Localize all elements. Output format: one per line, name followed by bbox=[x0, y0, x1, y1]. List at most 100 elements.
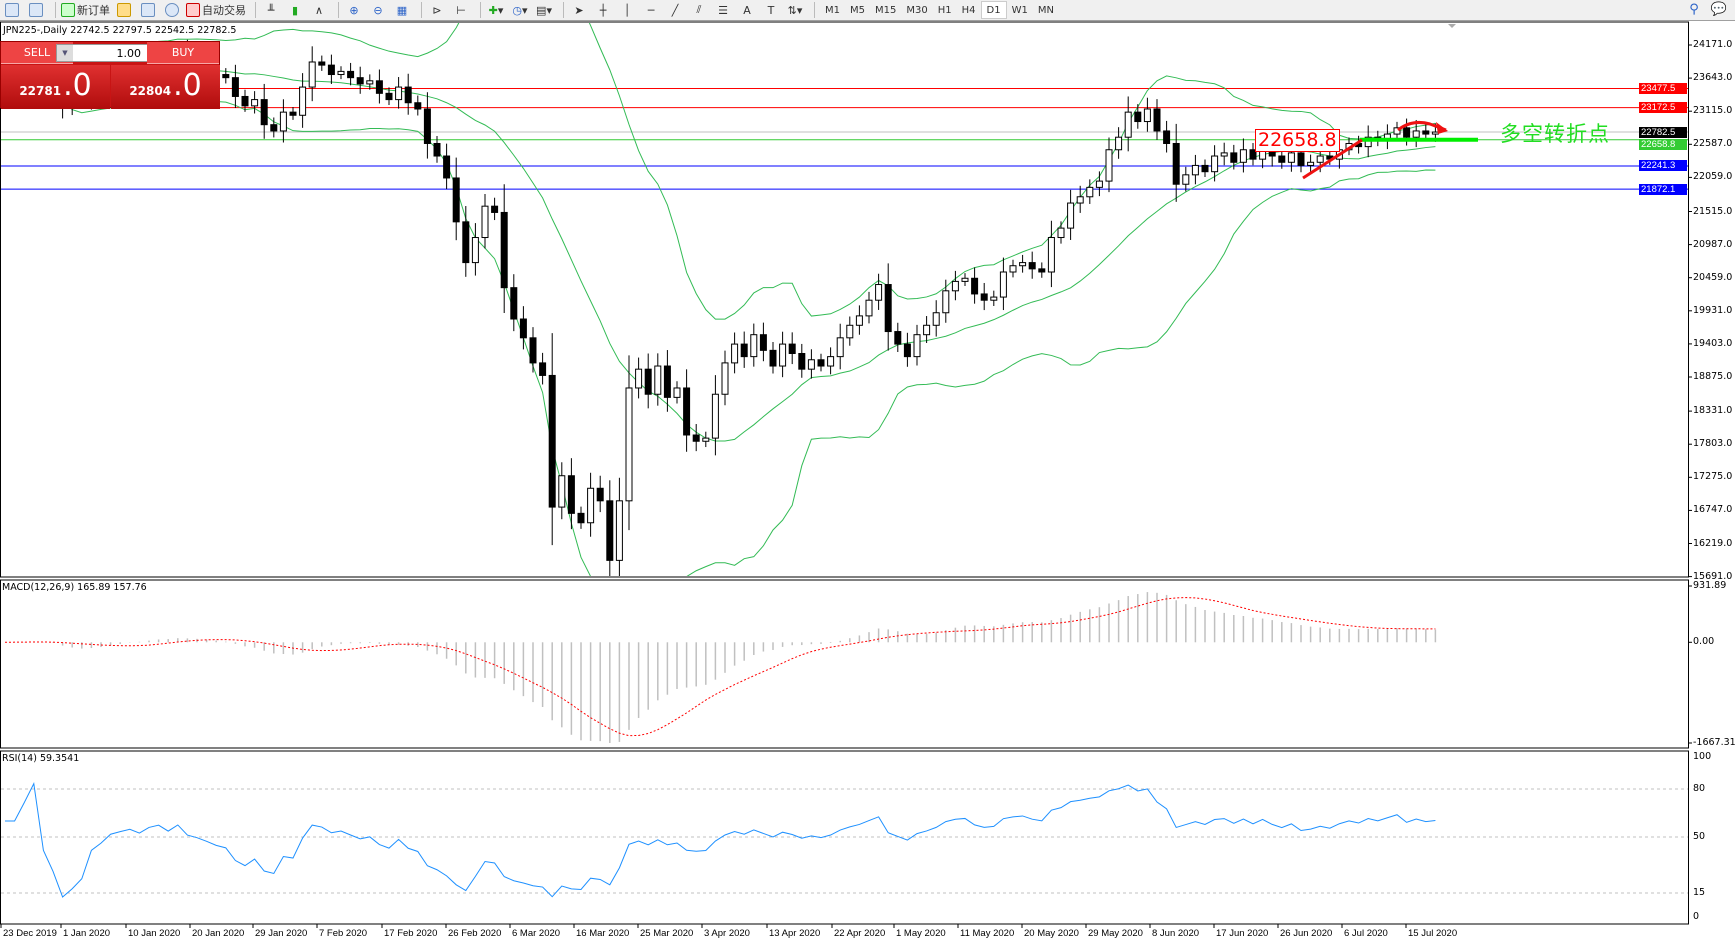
candle-body bbox=[414, 102, 422, 110]
tile-windows-button[interactable]: ▦ bbox=[392, 1, 412, 19]
candle bbox=[1124, 96, 1132, 152]
horizontal-line-button[interactable]: ─ bbox=[647, 3, 655, 17]
signals-button[interactable] bbox=[162, 1, 182, 19]
crosshair-button[interactable]: ┼ bbox=[593, 1, 613, 19]
candle-body bbox=[827, 356, 835, 367]
candle bbox=[1019, 254, 1027, 273]
arrowhead-icon bbox=[1436, 122, 1448, 134]
bar-chart-button[interactable]: ╨ bbox=[267, 3, 275, 17]
candle-body bbox=[692, 434, 700, 442]
date-axis-label: 11 May 2020 bbox=[960, 928, 1015, 939]
candle-body bbox=[1431, 131, 1439, 135]
search-icon[interactable]: ⚲ bbox=[1689, 2, 1699, 17]
candle-body bbox=[817, 359, 825, 367]
indicators-button[interactable]: ✚ ▾ bbox=[488, 3, 504, 17]
autoscroll-button[interactable]: ⊳ bbox=[432, 3, 442, 17]
candle bbox=[654, 353, 662, 406]
vertical-line-button[interactable]: │ bbox=[623, 3, 631, 17]
candle bbox=[1201, 159, 1209, 178]
candle bbox=[932, 300, 940, 337]
candle bbox=[855, 305, 863, 335]
bollinger-middle bbox=[4, 65, 1436, 442]
candle bbox=[913, 324, 921, 366]
candle-body bbox=[606, 500, 614, 561]
candlestick-button[interactable]: ▮ bbox=[291, 3, 299, 17]
chart-icon bbox=[5, 3, 19, 17]
chart-shift-button[interactable]: ⊢ bbox=[456, 3, 466, 17]
trendline-button[interactable]: ╱ bbox=[671, 3, 679, 17]
auto-trading-button[interactable]: 自动交易 bbox=[186, 1, 246, 19]
timeframe-w1[interactable]: W1 bbox=[1011, 4, 1028, 16]
timeframe-m5[interactable]: M5 bbox=[850, 4, 865, 16]
candle bbox=[961, 273, 969, 287]
terminal-button[interactable] bbox=[138, 1, 158, 19]
candle bbox=[1172, 123, 1180, 202]
divider bbox=[255, 2, 256, 18]
candle bbox=[990, 290, 998, 306]
date-axis-label: 20 May 2020 bbox=[1024, 928, 1079, 939]
zoom-out-button[interactable]: ⊖ bbox=[368, 1, 388, 19]
arrows-button[interactable]: ⇅▾ bbox=[787, 3, 803, 17]
candle-body bbox=[433, 142, 441, 157]
candle bbox=[711, 375, 719, 456]
candle bbox=[433, 135, 441, 163]
price-text-label[interactable]: 22658.8 bbox=[1255, 129, 1340, 152]
new-order-button[interactable]: 新订单 bbox=[61, 1, 110, 19]
cursor-button[interactable]: ➤ bbox=[569, 1, 589, 19]
text-button[interactable]: A bbox=[743, 3, 751, 17]
text-label-button[interactable]: T bbox=[767, 3, 775, 17]
buy-button[interactable]: BUY bbox=[147, 42, 219, 64]
candle bbox=[529, 327, 537, 373]
candle bbox=[999, 257, 1007, 311]
timeframe-h4[interactable]: H4 bbox=[961, 4, 976, 16]
candle-body bbox=[644, 368, 652, 395]
candle bbox=[769, 342, 777, 374]
candle-body bbox=[443, 155, 451, 179]
templates-button[interactable]: ▤ ▾ bbox=[536, 3, 552, 17]
candle bbox=[606, 480, 614, 576]
new-chart-button[interactable] bbox=[2, 1, 22, 19]
timeframe-mn[interactable]: MN bbox=[1037, 4, 1054, 16]
timeframe-m30[interactable]: M30 bbox=[906, 4, 928, 16]
sell-button[interactable]: SELL bbox=[1, 42, 73, 64]
candle bbox=[971, 267, 979, 304]
divider bbox=[55, 2, 56, 18]
timeframe-h1[interactable]: H1 bbox=[937, 4, 952, 16]
candle bbox=[692, 424, 700, 452]
candle-body bbox=[1297, 152, 1305, 166]
candle bbox=[423, 92, 431, 159]
chat-icon[interactable]: 💬 bbox=[1710, 2, 1727, 17]
candle bbox=[347, 62, 355, 86]
candle-body bbox=[1230, 152, 1238, 163]
channel-button[interactable]: ⫽ bbox=[696, 3, 702, 16]
candle-body bbox=[596, 487, 604, 502]
periods-button[interactable]: ◷ ▾ bbox=[512, 3, 528, 17]
date-axis-label: 6 Jul 2020 bbox=[1344, 928, 1388, 939]
timeframe-m1[interactable]: M1 bbox=[825, 4, 840, 16]
sell-price[interactable]: 22781.0 bbox=[1, 65, 110, 109]
candle bbox=[395, 77, 403, 109]
candle bbox=[875, 273, 883, 310]
price-axis-label: 16747.0 bbox=[1693, 504, 1733, 516]
candle bbox=[1086, 179, 1094, 204]
candle-body bbox=[260, 99, 268, 126]
metaeditor-button[interactable] bbox=[114, 1, 134, 19]
zoom-in-button[interactable]: ⊕ bbox=[344, 1, 364, 19]
zoom-chart-button[interactable] bbox=[26, 1, 46, 19]
price-axis-label: 15691.0 bbox=[1693, 570, 1733, 582]
lot-decrease-button[interactable]: ▼ bbox=[57, 45, 73, 61]
fibonacci-button[interactable]: ☰ bbox=[718, 3, 728, 17]
turning-point-note[interactable]: 多空转折点 bbox=[1500, 122, 1610, 146]
candle-body bbox=[942, 290, 950, 314]
macd-label: MACD(12,26,9) 165.89 157.76 bbox=[2, 582, 147, 593]
candle-body bbox=[625, 387, 633, 502]
buy-price[interactable]: 22804.0 bbox=[111, 65, 220, 109]
line-chart-button[interactable]: ∧ bbox=[314, 3, 324, 17]
timeframe-m15[interactable]: M15 bbox=[875, 4, 897, 16]
candle bbox=[404, 73, 412, 115]
candle-body bbox=[1412, 130, 1420, 138]
candle-body bbox=[711, 393, 719, 439]
timeframe-d1[interactable]: D1 bbox=[980, 1, 1007, 19]
candle-body bbox=[1403, 127, 1411, 138]
